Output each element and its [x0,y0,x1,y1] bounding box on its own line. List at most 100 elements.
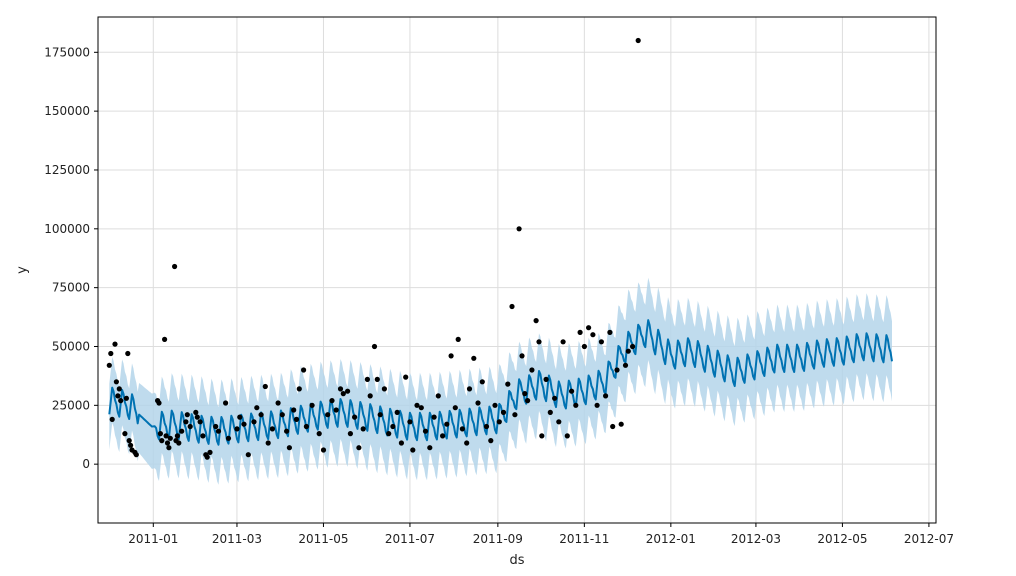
x-tick-label: 2012-03 [731,532,781,546]
observed-point [115,393,121,399]
observed-point [464,440,470,446]
observed-point [113,379,119,385]
observed-point [635,37,641,44]
y-tick-label: 75000 [52,281,90,295]
observed-point [519,353,525,359]
observed-point [194,414,200,420]
observed-point [333,407,339,413]
observed-point [471,355,477,361]
observed-point [340,391,346,397]
observed-point [390,423,396,430]
observed-point [337,386,344,392]
forecast-line [108,319,893,446]
observed-point [581,343,588,350]
observed-point [505,381,511,387]
observed-point [184,412,190,418]
observed-point [352,414,358,420]
observed-point [414,402,420,408]
observed-point [286,445,292,451]
observed-point [459,426,465,432]
observed-point [512,412,518,418]
observed-point [539,433,545,439]
observed-point [301,367,307,373]
observed-point [345,388,351,394]
observed-point [394,409,400,415]
observed-point [275,400,281,406]
observed-point [552,395,558,401]
observed-point [564,433,570,439]
observed-point [455,336,461,342]
observed-point [577,329,583,335]
observed-point [586,325,592,331]
observed-point [223,400,229,406]
observed-point [356,445,362,451]
observed-point [418,405,424,411]
observed-point [309,402,315,408]
observed-point [215,428,222,434]
observed-point [293,416,300,422]
observed-point [407,419,413,425]
observed-point [118,398,124,404]
observed-point [128,442,134,448]
observed-point [245,452,251,458]
x-tick-label: 2011-07 [385,532,435,546]
y-tick-label: 175000 [44,45,90,59]
uncertainty-band [109,277,893,485]
observed-point [320,447,327,453]
observed-point [197,419,203,425]
observed-point [187,423,193,430]
observed-point [258,412,264,418]
observed-point [522,391,528,397]
observed-point [225,435,232,441]
observed-point [163,433,169,439]
observed-point [374,376,380,382]
observed-point [303,423,309,430]
observed-point [386,431,392,437]
observed-point [193,409,199,415]
x-tick-label: 2011-11 [559,532,609,546]
observed-point [516,226,522,232]
observed-point [347,431,353,437]
y-tick-label: 100000 [44,222,90,236]
observed-point [200,433,206,439]
observed-point [296,386,302,392]
observed-point [207,449,213,455]
x-axis-title: ds [509,553,524,568]
observed-point [133,452,139,458]
observed-point [466,386,473,392]
x-tick-label: 2012-01 [646,532,696,546]
observed-point [291,407,297,413]
observed-point [630,343,636,350]
observed-point [157,431,163,437]
observed-point [403,374,409,380]
observed-point [156,400,162,406]
observed-point [316,431,322,437]
observed-point [529,367,535,373]
observed-point [525,398,531,404]
observed-point [483,423,490,430]
observed-point [122,431,128,437]
observed-point [237,414,243,420]
observed-point [500,409,507,415]
observed-point [172,263,178,270]
observed-point [279,412,285,418]
y-tick-label: 150000 [44,104,90,118]
observed-point [533,318,539,324]
observed-point [371,343,378,350]
observed-point [614,367,620,373]
observed-point [475,400,481,406]
observed-point [126,438,132,444]
observed-point [569,388,575,394]
observed-point [556,419,562,425]
observed-point [112,341,118,347]
observed-point [603,393,609,399]
observed-point [159,438,165,444]
observed-point [573,402,579,408]
y-tick-label: 0 [82,457,90,471]
y-tick-label: 125000 [44,163,90,177]
observed-point [427,445,433,451]
x-tick-label: 2011-01 [128,532,178,546]
observed-point [560,339,566,345]
observed-point [329,398,335,404]
